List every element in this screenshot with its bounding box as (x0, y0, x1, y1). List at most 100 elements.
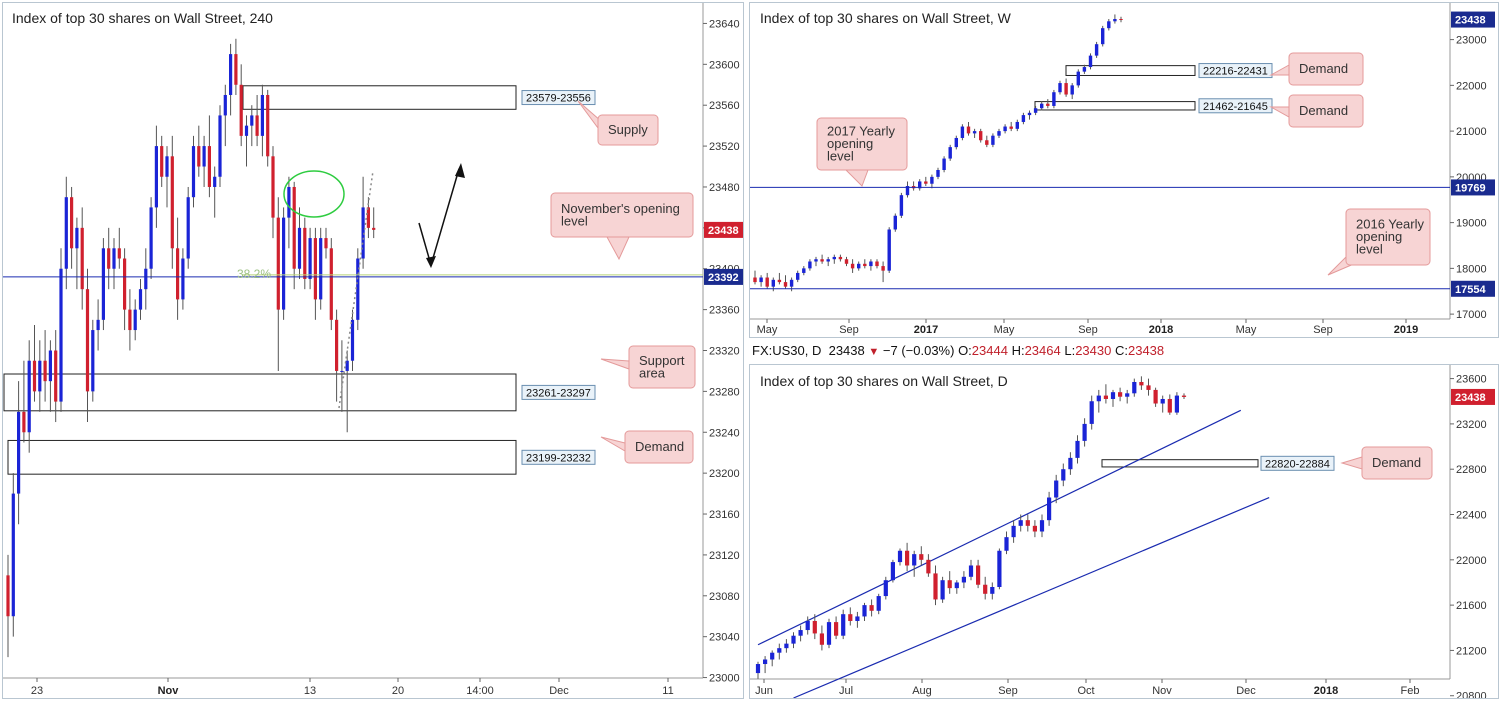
h4-candle (282, 217, 286, 310)
weekly-y-tick-label: 21000 (1456, 126, 1487, 138)
daily-channel-lower (793, 496, 1270, 699)
quote-low: 23430 (1075, 343, 1112, 358)
daily-candle (1096, 395, 1101, 402)
weekly-x-tick-label: May (1236, 324, 1257, 336)
daily-candle (1167, 398, 1172, 413)
quote-high-label: H: (1011, 343, 1025, 358)
weekly-candle (1003, 126, 1007, 132)
weekly-candle (1015, 121, 1019, 129)
weekly-candle (1058, 83, 1062, 93)
daily-candle (954, 582, 959, 589)
weekly-level-price-badge (1451, 179, 1495, 196)
weekly-level-price-badge (1451, 280, 1495, 297)
weekly-candle (1119, 19, 1123, 21)
h4-candle (276, 217, 280, 310)
h4-candle (91, 330, 95, 392)
h4-y-tick-label: 23240 (709, 427, 740, 439)
weekly-x-tick-label: Sep (839, 324, 859, 336)
h4-chart[interactable]: Index of top 30 shares on Wall Street, 2… (3, 3, 748, 698)
h4-candle (22, 411, 26, 433)
h4-candle (170, 156, 174, 249)
h4-x-tick-label: Dec (549, 685, 569, 697)
daily-chart[interactable]: Index of top 30 shares on Wall Street, D… (750, 365, 1498, 703)
weekly-x-tick-label: 2017 (914, 324, 938, 336)
weekly-candle (997, 131, 1001, 136)
h4-candle (207, 146, 211, 187)
weekly-candle (1101, 28, 1105, 45)
weekly-demand-zone-upper-label: 22216-22431 (1203, 66, 1268, 78)
h4-candle (80, 227, 84, 290)
h4-candle (308, 238, 312, 279)
daily-candle (961, 576, 966, 583)
h4-candle (313, 238, 317, 300)
daily-candle (1018, 520, 1023, 526)
daily-candle (905, 550, 910, 566)
daily-candle (883, 580, 888, 597)
weekly-callout-demand-lower: Demand (1269, 94, 1364, 128)
weekly-candle (1046, 103, 1050, 106)
daily-y-tick-label: 21600 (1456, 600, 1487, 612)
h4-candle (17, 411, 21, 494)
daily-candle (869, 605, 874, 611)
h4-callout-november-open-box (550, 192, 694, 238)
daily-candle (855, 616, 860, 621)
quote-open-label: O: (958, 343, 972, 358)
daily-candle (890, 562, 895, 581)
weekly-x-tick-label: May (757, 324, 778, 336)
daily-chart-panel[interactable]: Index of top 30 shares on Wall Street, D… (749, 364, 1499, 703)
weekly-x-tick-label: 2019 (1394, 324, 1418, 336)
weekly-candle (1021, 115, 1026, 122)
weekly-candle (844, 259, 849, 264)
h4-candle (345, 360, 349, 371)
weekly-y-tick-label: 23000 (1456, 35, 1487, 47)
h4-candle (6, 575, 10, 617)
daily-x-tick-label: Aug (912, 685, 932, 697)
weekly-chart[interactable]: Index of top 30 shares on Wall Street, W… (750, 3, 1498, 337)
weekly-callout-demand-upper-pointer (1269, 64, 1290, 76)
quote-open: 23444 (971, 343, 1008, 358)
weekly-demand-zone-upper (1065, 65, 1196, 76)
daily-candle (763, 659, 768, 665)
h4-x-tick-label: 11 (662, 685, 673, 697)
h4-support-zone-label-box (521, 384, 596, 400)
daily-candle (933, 573, 938, 600)
weekly-callout-2016-open-text: 2016 Yearly (1356, 217, 1424, 232)
h4-candle (48, 350, 52, 382)
daily-x-tick-label: Jul (839, 685, 853, 697)
weekly-candle (850, 263, 855, 269)
h4-candle (149, 207, 153, 269)
h4-chart-title: Index of top 30 shares on Wall Street, 2… (12, 10, 273, 26)
daily-candle (968, 565, 974, 577)
quote-symbol: FX:US30, D (752, 343, 822, 358)
h4-scenario-arrow-head-down (426, 256, 436, 268)
weekly-level-price-badge-label: 17554 (1455, 284, 1486, 296)
daily-candle (1089, 401, 1094, 424)
weekly-callout-2017-open-text: opening (827, 136, 873, 151)
daily-candle (812, 620, 817, 634)
h4-candle (54, 350, 58, 402)
daily-candle (912, 554, 917, 566)
h4-candle (43, 360, 47, 382)
h4-level-price-badge (704, 268, 748, 285)
h4-candle (303, 227, 307, 279)
h4-callout-supply-text: Supply (608, 122, 648, 137)
weekly-candle (1088, 55, 1093, 68)
h4-x-tick-label: 23 (31, 685, 43, 697)
h4-candle (229, 54, 233, 95)
daily-candle (1039, 520, 1045, 532)
h4-candle (218, 115, 222, 177)
h4-candle (186, 197, 190, 259)
h4-candle (191, 146, 196, 198)
h4-chart-panel[interactable]: Index of top 30 shares on Wall Street, 2… (2, 2, 748, 699)
h4-last-price-badge-label: 23438 (708, 225, 739, 237)
daily-candles (755, 376, 1187, 679)
daily-callout-demand-text: Demand (1372, 455, 1421, 470)
daily-y-tick-label: 23600 (1456, 374, 1487, 386)
daily-x-tick-label: 2018 (1314, 685, 1338, 697)
daily-y-tick-label: 22800 (1456, 464, 1487, 476)
h4-callout-support-area-pointer (600, 358, 630, 370)
h4-x-tick-label: 14:00 (466, 685, 494, 697)
weekly-chart-panel[interactable]: Index of top 30 shares on Wall Street, W… (749, 2, 1499, 338)
